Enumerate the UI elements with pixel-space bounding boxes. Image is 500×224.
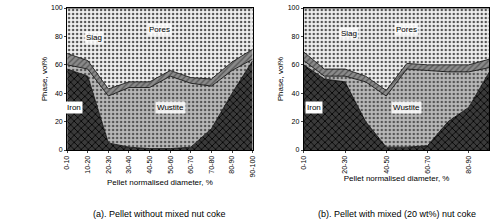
svg-text:Iron: Iron — [307, 103, 321, 112]
svg-text:80: 80 — [55, 33, 63, 40]
svg-text:20-30: 20-30 — [341, 156, 348, 174]
svg-text:Pellet normalised diameter, %: Pellet normalised diameter, % — [344, 174, 450, 183]
svg-text:60: 60 — [55, 61, 63, 68]
svg-text:40-50: 40-50 — [383, 156, 390, 174]
svg-text:10-20: 10-20 — [84, 156, 91, 174]
svg-text:Wustite: Wustite — [157, 103, 184, 112]
svg-text:0: 0 — [59, 146, 63, 153]
svg-text:50-60: 50-60 — [167, 156, 174, 174]
svg-text:90-100: 90-100 — [249, 156, 256, 178]
svg-text:20: 20 — [55, 118, 63, 125]
svg-text:80: 80 — [292, 33, 300, 40]
svg-text:40-50: 40-50 — [146, 156, 153, 174]
svg-text:(b). Pellet with mixed (20 wt%: (b). Pellet with mixed (20 wt%) nut coke — [318, 209, 476, 219]
svg-text:Slag: Slag — [86, 33, 102, 42]
svg-text:40: 40 — [292, 90, 300, 97]
svg-text:0: 0 — [295, 146, 299, 153]
svg-text:Phase, vol%: Phase, vol% — [276, 57, 285, 101]
svg-text:Phase, vol%: Phase, vol% — [40, 57, 49, 101]
svg-text:Wustite: Wustite — [393, 103, 420, 112]
svg-text:20: 20 — [292, 118, 300, 125]
svg-text:Slag: Slag — [341, 29, 357, 38]
svg-text:80-90: 80-90 — [228, 156, 235, 174]
svg-text:0-10: 0-10 — [300, 156, 307, 170]
svg-text:70-80: 70-80 — [208, 156, 215, 174]
svg-text:60: 60 — [292, 61, 300, 68]
svg-text:40: 40 — [55, 90, 63, 97]
svg-text:Pores: Pores — [396, 25, 417, 34]
svg-text:60-70: 60-70 — [424, 156, 431, 174]
svg-text:20-30: 20-30 — [105, 156, 112, 174]
svg-text:(a). Pellet without mixed nut: (a). Pellet without mixed nut coke — [93, 209, 226, 219]
svg-text:100: 100 — [288, 4, 300, 11]
svg-text:0-10: 0-10 — [63, 156, 70, 170]
svg-text:100: 100 — [51, 4, 63, 11]
svg-text:Pores: Pores — [149, 25, 170, 34]
svg-text:30-40: 30-40 — [125, 156, 132, 174]
svg-text:Pellet normalised diameter, %: Pellet normalised diameter, % — [107, 178, 213, 187]
svg-text:60-70: 60-70 — [187, 156, 194, 174]
svg-text:Iron: Iron — [67, 103, 81, 112]
svg-text:80-90: 80-90 — [465, 156, 472, 174]
